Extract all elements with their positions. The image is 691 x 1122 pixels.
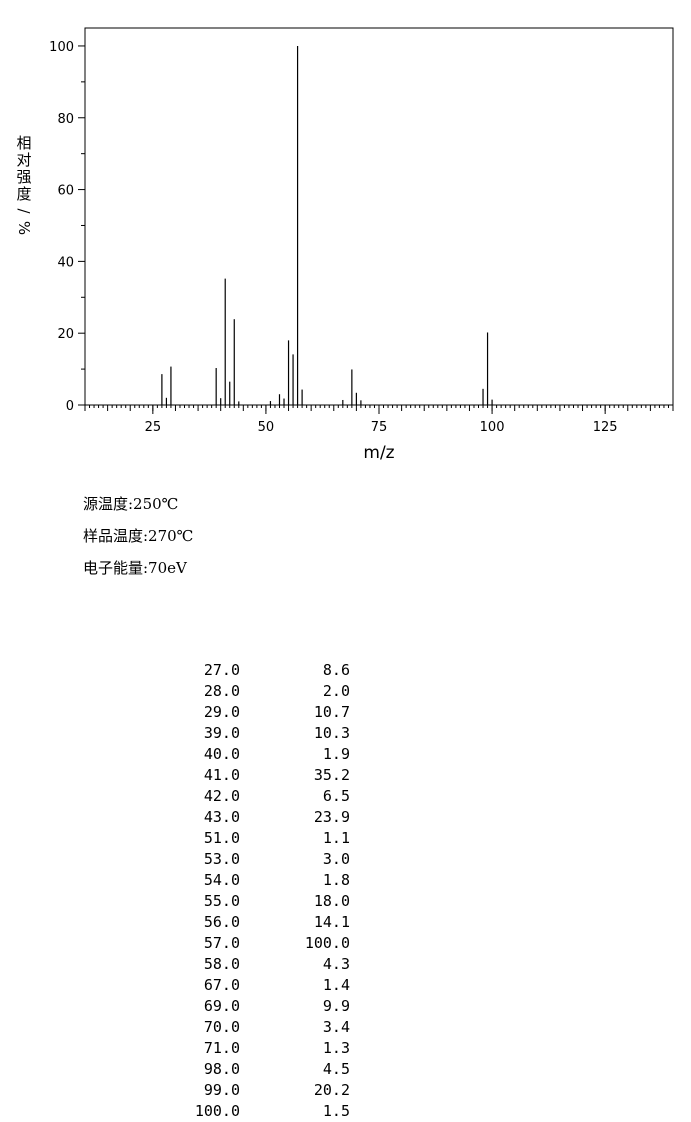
peak-mz: 28.0 — [203, 682, 240, 700]
peak-mz: 99.0 — [203, 1081, 240, 1099]
peak-intensity: 10.3 — [313, 724, 350, 742]
peak-mz: 42.0 — [203, 787, 240, 805]
peak-table-row: 70.0 3.4 — [170, 1017, 360, 1038]
peak-intensity: 14.1 — [313, 913, 350, 931]
y-axis-label-char: 度 — [16, 185, 31, 203]
peak-intensity: 1.3 — [322, 1039, 350, 1057]
peak-intensity: 1.8 — [322, 871, 350, 889]
peak-table-row: 67.0 1.4 — [170, 975, 360, 996]
y-tick-label: 60 — [57, 184, 74, 199]
peak-table-row: 99.0 20.2 — [170, 1080, 360, 1101]
peak-mz: 43.0 — [203, 808, 240, 826]
peak-table-row: 58.0 4.3 — [170, 954, 360, 975]
peak-mz: 100.0 — [194, 1102, 240, 1120]
spectrum-peaks — [161, 45, 493, 405]
x-axis-ticks: 25 50 75 100 125 — [145, 405, 618, 435]
peak-mz: 56.0 — [203, 913, 240, 931]
peak-table-row: 56.0 14.1 — [170, 912, 360, 933]
source-temperature: 源温度:250℃ — [83, 495, 179, 513]
peak-intensity: 20.2 — [313, 1081, 350, 1099]
peak-intensity: 23.9 — [313, 808, 350, 826]
peak-mz: 71.0 — [203, 1039, 240, 1057]
peak-mz: 41.0 — [203, 766, 240, 784]
peak-intensity: 18.0 — [313, 892, 350, 910]
peak-mz: 58.0 — [203, 955, 240, 973]
x-tick-label: 75 — [371, 420, 388, 435]
peak-mz: 27.0 — [203, 661, 240, 679]
y-axis-label-char: / — [15, 208, 33, 214]
peak-table-row: 55.0 18.0 — [170, 891, 360, 912]
x-tick-label: 50 — [258, 420, 275, 435]
y-tick-label: 80 — [57, 112, 74, 127]
peak-mz: 67.0 — [203, 976, 240, 994]
peak-table-row: 98.0 4.5 — [170, 1059, 360, 1080]
peak-intensity: 3.4 — [322, 1018, 350, 1036]
x-tick-label: 25 — [145, 420, 162, 435]
peak-intensity: 3.0 — [322, 850, 350, 868]
peak-table-row: 71.0 1.3 — [170, 1038, 360, 1059]
peak-table-row: 40.0 1.9 — [170, 744, 360, 765]
peak-table-row: 57.0 100.0 — [170, 933, 360, 954]
peak-mz: 53.0 — [203, 850, 240, 868]
peak-mz: 70.0 — [203, 1018, 240, 1036]
peak-table-row: 29.0 10.7 — [170, 702, 360, 723]
peak-table-row: 100.0 1.5 — [170, 1101, 360, 1122]
peak-intensity: 8.6 — [322, 661, 350, 679]
y-tick-label: 0 — [66, 399, 74, 414]
sample-temperature: 样品温度:270℃ — [83, 527, 194, 545]
y-tick-label: 100 — [49, 40, 74, 55]
peak-intensity: 1.1 — [322, 829, 350, 847]
peak-intensity: 4.3 — [322, 955, 350, 973]
y-tick-label: 20 — [57, 327, 74, 342]
peak-intensity: 100.0 — [304, 934, 350, 952]
y-axis-label-char: 对 — [16, 151, 31, 169]
peak-table-row: 43.0 23.9 — [170, 807, 360, 828]
electron-energy: 电子能量:70eV — [83, 559, 187, 577]
peak-table-row: 28.0 2.0 — [170, 681, 360, 702]
peak-intensity: 6.5 — [322, 787, 350, 805]
peak-intensity: 10.7 — [313, 703, 350, 721]
peak-mz: 55.0 — [203, 892, 240, 910]
peak-table-row: 54.0 1.8 — [170, 870, 360, 891]
peak-mz: 57.0 — [203, 934, 240, 952]
peak-intensity: 1.9 — [322, 745, 350, 763]
peak-mz: 29.0 — [203, 703, 240, 721]
y-axis-label-char: 相 — [16, 134, 31, 152]
peak-mz: 39.0 — [203, 724, 240, 742]
peak-mz: 51.0 — [203, 829, 240, 847]
y-axis-label-char: 强 — [16, 168, 31, 186]
peak-table-row: 27.0 8.6 — [170, 660, 360, 681]
peak-mz: 54.0 — [203, 871, 240, 889]
y-axis-label-char: % — [15, 221, 33, 235]
peak-table: 27.0 8.6 28.0 2.0 29.0 10.7 39.0 10.3 40.0 1.9 41.… — [170, 660, 360, 1122]
y-axis-ticks: 0 20 40 60 80 100 — [49, 40, 85, 414]
peak-table-row: 39.0 10.3 — [170, 723, 360, 744]
peak-table-row: 51.0 1.1 — [170, 828, 360, 849]
peak-intensity: 1.5 — [322, 1102, 350, 1120]
peak-intensity: 35.2 — [313, 766, 350, 784]
peak-intensity: 4.5 — [322, 1060, 350, 1078]
x-minor-ticks — [84, 405, 674, 411]
peak-mz: 69.0 — [203, 997, 240, 1015]
peak-table-row: 53.0 3.0 — [170, 849, 360, 870]
x-tick-label: 100 — [480, 420, 505, 435]
x-tick-label: 125 — [593, 420, 618, 435]
peak-table-row: 41.0 35.2 — [170, 765, 360, 786]
plot-frame — [84, 27, 674, 406]
peak-mz: 98.0 — [203, 1060, 240, 1078]
peak-table-row: 42.0 6.5 — [170, 786, 360, 807]
peak-mz: 40.0 — [203, 745, 240, 763]
y-tick-label: 40 — [57, 255, 74, 270]
x-axis-label: m/z — [363, 443, 394, 463]
peak-intensity: 9.9 — [322, 997, 350, 1015]
peak-intensity: 2.0 — [322, 682, 350, 700]
peak-intensity: 1.4 — [322, 976, 350, 994]
peak-table-row: 69.0 9.9 — [170, 996, 360, 1017]
